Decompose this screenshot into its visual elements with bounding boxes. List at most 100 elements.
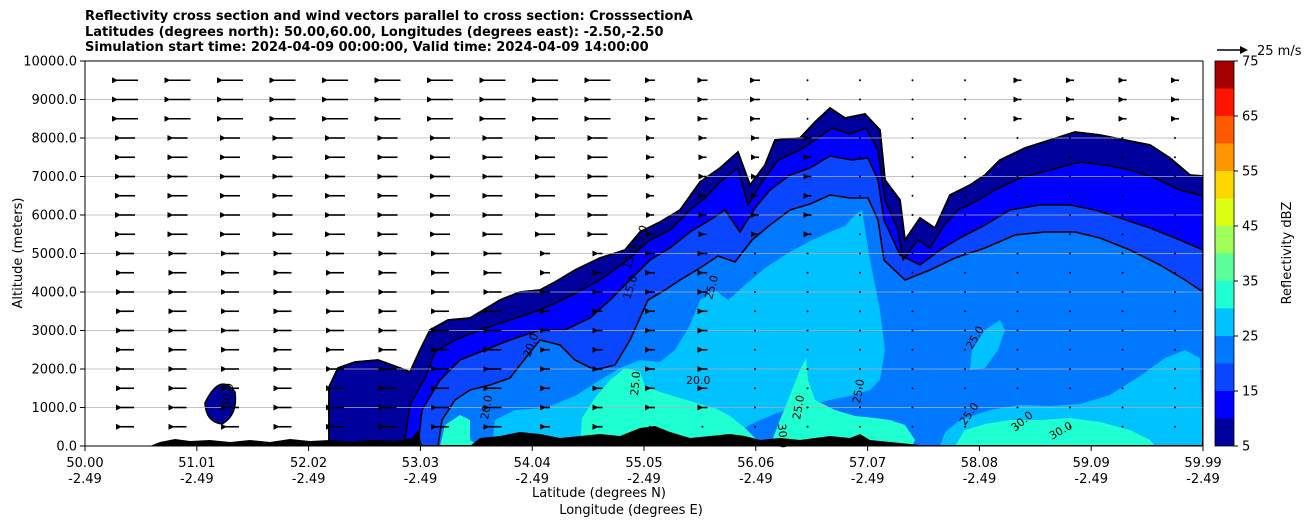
wind-vector bbox=[964, 252, 966, 255]
x-tick-label-lon: -2.49 bbox=[627, 472, 661, 487]
wind-vector bbox=[964, 137, 966, 139]
wind-vector bbox=[1174, 387, 1176, 390]
wind-vector bbox=[754, 406, 756, 409]
wind-vector bbox=[1069, 194, 1071, 197]
wind-vector bbox=[1016, 156, 1019, 159]
x-axis-title-lat: Latitude (degrees N) bbox=[532, 486, 666, 501]
wind-vector bbox=[754, 271, 756, 274]
wind-vector bbox=[859, 291, 861, 293]
wind-vectors bbox=[112, 77, 1179, 430]
wind-vector bbox=[911, 117, 914, 120]
x-tick-label-lon: -2.49 bbox=[739, 472, 773, 487]
colorbar-band bbox=[1215, 116, 1234, 144]
wind-vector bbox=[1069, 137, 1071, 139]
x-axis-title-lon: Longitude (degrees E) bbox=[559, 503, 703, 518]
wind-vector bbox=[1174, 214, 1176, 216]
colorbar-band bbox=[1215, 363, 1234, 391]
wind-vector bbox=[1016, 329, 1019, 332]
wind-vector bbox=[859, 310, 861, 313]
wind-vector bbox=[964, 425, 966, 428]
wind-vector bbox=[1069, 214, 1071, 216]
x-tick-label-lat: 53.03 bbox=[402, 456, 439, 471]
wind-vector bbox=[1174, 194, 1176, 197]
x-tick-label-lat: 57.07 bbox=[849, 456, 886, 471]
wind-vector bbox=[911, 387, 914, 390]
wind-vector bbox=[1174, 252, 1176, 255]
x-tick-label-lon: -2.49 bbox=[404, 472, 438, 487]
colorbar-tick-label: 35 bbox=[1242, 275, 1259, 290]
wind-vector bbox=[1121, 175, 1124, 178]
wind-vector bbox=[859, 368, 861, 370]
y-axis: 0.0 1000.0 2000.0 3000.0 4000.0 5000.0 6000.0 7… bbox=[23, 55, 85, 455]
wind-vector bbox=[964, 310, 966, 313]
wind-vector bbox=[859, 425, 861, 428]
contour-line-3 bbox=[437, 194, 1203, 446]
wind-vector bbox=[964, 194, 966, 197]
wind-vector bbox=[1016, 271, 1019, 274]
reflectivity-band-5 bbox=[492, 210, 1203, 446]
wind-vector bbox=[911, 233, 914, 236]
colorbar-band bbox=[1215, 418, 1234, 446]
wind-vector bbox=[964, 175, 966, 178]
wind-vector bbox=[1016, 137, 1019, 139]
x-tick-label-lat: 58.08 bbox=[961, 456, 998, 471]
y-tick-label: 10000.0 bbox=[23, 55, 77, 70]
colorbar-tick-label: 15 bbox=[1242, 385, 1259, 400]
reflectivity-field bbox=[204, 106, 1203, 446]
x-tick-label-lon: -2.49 bbox=[1074, 472, 1108, 487]
wind-vector bbox=[1174, 175, 1176, 178]
wind-vector bbox=[1069, 310, 1071, 313]
contour-line-1 bbox=[403, 127, 1203, 446]
wind-vector bbox=[1016, 194, 1019, 197]
wind-vector bbox=[859, 214, 861, 216]
wind-vector bbox=[754, 329, 756, 332]
wind-vector bbox=[1016, 233, 1019, 236]
x-tick-label-lon: -2.49 bbox=[68, 472, 102, 487]
wind-vector bbox=[911, 310, 914, 313]
wind-vector bbox=[911, 137, 914, 139]
wind-vector bbox=[806, 368, 809, 370]
y-axis-title: Altitude (meters) bbox=[11, 198, 26, 309]
wind-vector bbox=[1121, 368, 1124, 370]
wind-vector bbox=[859, 79, 861, 82]
wind-vector bbox=[1121, 233, 1124, 236]
wind-vector bbox=[964, 271, 966, 274]
wind-vector bbox=[754, 310, 756, 313]
wind-vector bbox=[1121, 214, 1124, 216]
wind-vector bbox=[859, 329, 861, 332]
x-tick-label-lon: -2.49 bbox=[180, 472, 214, 487]
wind-vector bbox=[1121, 310, 1124, 313]
colorbar-band bbox=[1215, 391, 1234, 419]
wind-vector bbox=[1016, 310, 1019, 313]
colorbar-band bbox=[1215, 61, 1234, 89]
x-tick-label-lat: 55.05 bbox=[625, 456, 662, 471]
wind-vector bbox=[1016, 291, 1019, 293]
wind-vector bbox=[964, 291, 966, 293]
x-axis: 50.00-2.4951.01-2.4952.02-2.4953.03-2.49… bbox=[66, 446, 1222, 487]
colorbar-tick-label: 65 bbox=[1242, 110, 1259, 125]
wind-vector bbox=[1174, 291, 1176, 293]
x-tick-label-lat: 56.06 bbox=[737, 456, 774, 471]
y-tick-label: 4000.0 bbox=[32, 286, 78, 301]
wind-vector bbox=[1016, 252, 1019, 255]
wind-vector bbox=[806, 425, 809, 428]
colorbar-band bbox=[1215, 226, 1234, 254]
colorbar-tick-label: 55 bbox=[1242, 165, 1259, 180]
wind-vector bbox=[806, 291, 809, 293]
contour-line-isolated bbox=[204, 383, 237, 425]
contour-label: 30.0 bbox=[775, 423, 790, 449]
wind-vector bbox=[806, 271, 809, 274]
wind-vector bbox=[1174, 137, 1176, 139]
colorbar-band bbox=[1215, 281, 1234, 309]
wind-vector bbox=[911, 194, 914, 197]
wind-vector bbox=[1069, 233, 1071, 236]
y-tick-label: 9000.0 bbox=[32, 93, 78, 108]
wind-vector bbox=[1174, 233, 1176, 236]
wind-vector bbox=[964, 329, 966, 332]
wind-vector bbox=[1121, 329, 1124, 332]
x-tick-label-lat: 51.01 bbox=[178, 456, 215, 471]
wind-vector bbox=[911, 406, 914, 409]
wind-vector bbox=[1121, 252, 1124, 255]
colorbar-tick-label: 45 bbox=[1242, 220, 1259, 235]
wind-vector bbox=[754, 348, 756, 351]
